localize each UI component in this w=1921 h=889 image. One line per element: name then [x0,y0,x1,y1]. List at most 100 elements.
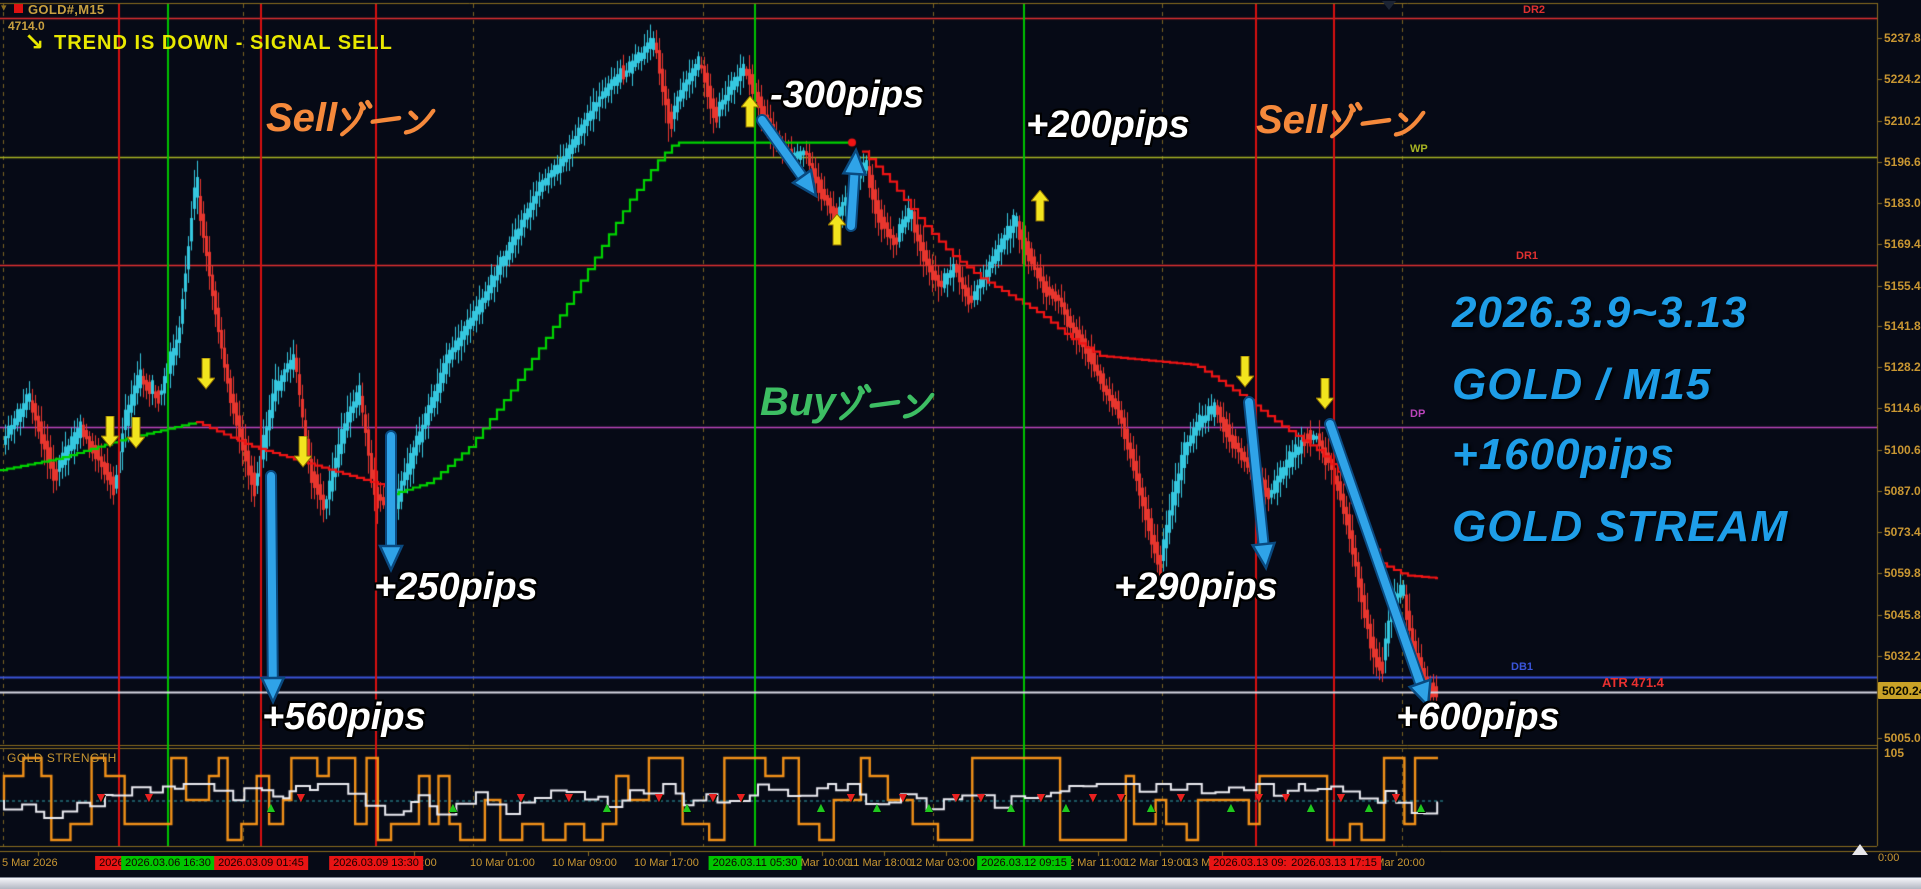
watermark-info-line: GOLD STREAM [1452,502,1789,551]
oscillator-down-arrow-icon: ▼ [1389,789,1403,805]
oscillator-up-arrow-icon: ▲ [922,799,936,815]
watermark-info-line: 2026.3.9~3.13 [1452,288,1748,337]
oscillator-up-arrow-icon: ▲ [446,799,460,815]
oscillator-up-arrow-icon: ▲ [680,799,694,815]
watermark-info-line: +1600pips [1452,430,1676,479]
trend-down-arrow-icon: ↘ [24,29,45,56]
buy-signal-arrow-icon [828,214,846,246]
oscillator-up-arrow-icon: ▲ [1144,799,1158,815]
oscillator-down-arrow-icon: ▼ [706,789,720,805]
oscillator-up-arrow-icon: ▲ [264,799,278,815]
buy-signal-arrow-icon [1031,190,1049,222]
level-label-dr2: DR2 [1523,4,1546,16]
corner-time-label: 0:00 [1878,852,1900,864]
oscillator-up-arrow-icon: ▲ [1362,799,1376,815]
oscillator-down-arrow-icon: ▼ [1252,789,1266,805]
oscillator-up-arrow-icon: ▲ [870,799,884,815]
oscillator-down-arrow-icon: ▼ [1086,789,1100,805]
price-readout: 4714.0 [8,19,45,33]
oscillator-up-arrow-icon: ▲ [814,799,828,815]
kana-n-glyph [1393,110,1426,137]
chart-shift-marker-icon[interactable] [1382,1,1396,10]
price-tick-label: 5224.20 [1884,71,1921,86]
oscillator-down-arrow-icon: ▼ [974,789,988,805]
signal-time-box[interactable]: 2026.03.09 13:30 [329,856,423,870]
scroll-to-end-icon[interactable] [1852,844,1868,855]
sell-signal-arrow-icon [127,417,145,449]
trade-zone-label: Sell [266,96,439,141]
level-label-dp: DP [1410,408,1426,420]
kana-n-glyph [902,392,934,419]
price-tick-label: 5045.80 [1884,607,1921,622]
time-tick-label: 11 Mar 18:00 [848,857,913,869]
oscillator-down-arrow-icon: ▼ [844,789,858,805]
time-tick-label: 10 Mar 17:00 [634,857,699,869]
current-price-tag: 5020.24 [1878,682,1921,699]
time-tick-label: 12 Mar 03:00 [910,857,975,869]
oscillator-down-arrow-icon: ▼ [562,789,576,805]
sell-signal-arrow-icon [1236,356,1254,388]
kana-zo-glyph [340,99,373,136]
oscillator-down-arrow-icon: ▼ [94,789,108,805]
signal-time-box[interactable]: 2026.03.06 16:30 [121,856,215,870]
price-tick-label: 5141.80 [1884,319,1921,334]
level-label-wp: WP [1410,143,1428,155]
oscillator-down-arrow-icon: ▼ [294,789,308,805]
signal-time-box[interactable]: 2026.03.12 09:15 [977,856,1071,870]
price-tick-label: 5114.60 [1884,401,1921,416]
time-tick-label: 12 Mar 19:00 [1124,857,1189,869]
time-tick-label: 10 Mar 01:00 [470,857,535,869]
signal-time-box[interactable]: 2026.03.11 05:30 [708,856,802,870]
kana-zo-glyph [1330,101,1363,138]
indicator-title: GOLD STRENGTH [7,751,117,765]
zone-label-latin: Buy [760,380,836,424]
symbol-marker-icon [14,4,23,13]
oscillator-up-arrow-icon: ▲ [1059,799,1073,815]
level-label-dr1: DR1 [1516,250,1539,262]
signal-time-box[interactable]: 2026.03.13 09:15 [1209,856,1303,870]
time-tick-label: 5 Mar 2026 [2,857,58,869]
kana-zo-glyph [838,383,872,420]
oscillator-down-arrow-icon: ▼ [949,789,963,805]
oscillator-down-arrow-icon: ▼ [1034,789,1048,805]
sell-signal-arrow-icon [197,358,215,390]
trade-zone-label: Sell [1256,98,1429,143]
trade-zone-label: Buy [760,380,938,425]
price-tick-label: 5032.20 [1884,648,1921,663]
price-tick-label: 5155.40 [1884,278,1921,293]
horizontal-scrollbar[interactable] [0,877,1921,889]
pips-result-label: +290pips [1114,566,1278,608]
price-tick-label: 5237.80 [1884,31,1921,45]
atr-label: ATR 471.4 [1602,675,1664,690]
oscillator-up-arrow-icon: ▲ [600,799,614,815]
price-tick-label: 5100.60 [1884,443,1921,458]
oscillator-down-arrow-icon: ▼ [142,789,156,805]
pips-result-label: +250pips [374,566,538,608]
price-tick-label: 5183.00 [1884,195,1921,210]
trend-signal-text: TREND IS DOWN - SIGNAL SELL [54,32,393,54]
zone-label-latin: Sell [266,96,338,140]
chart-dropdown-icon[interactable]: ▾ [1,2,7,14]
signal-time-box[interactable]: 2026.03.09 01:45 [214,856,308,870]
signal-time-box[interactable]: 2026.03.13 17:15 [1287,856,1381,870]
time-tick-label: 12 Mar 11:00 [1062,857,1127,869]
oscillator-down-arrow-icon: ▼ [734,789,748,805]
price-tick-label: 5073.40 [1884,525,1921,540]
indicator-scale-label: 105 [1884,746,1905,760]
pips-result-label: +200pips [1026,104,1190,146]
kana-long-vowel-glyph [370,115,402,124]
symbol-title: GOLD#,M15 [28,2,105,17]
pips-result-label: -300pips [770,74,925,116]
time-tick-label: 10 Mar 09:00 [552,857,617,869]
oscillator-up-arrow-icon: ▲ [1224,799,1238,815]
zone-label-latin: Sell [1256,98,1328,142]
kana-long-vowel-glyph [869,399,900,408]
oscillator-down-arrow-icon: ▼ [896,789,910,805]
time-tick-label: 11 Mar 10:00 [786,857,851,869]
watermark-info-line: GOLD / M15 [1452,360,1712,409]
pips-result-label: +600pips [1396,696,1560,738]
sell-signal-arrow-icon [101,416,119,448]
price-tick-label: 5169.40 [1884,236,1921,251]
